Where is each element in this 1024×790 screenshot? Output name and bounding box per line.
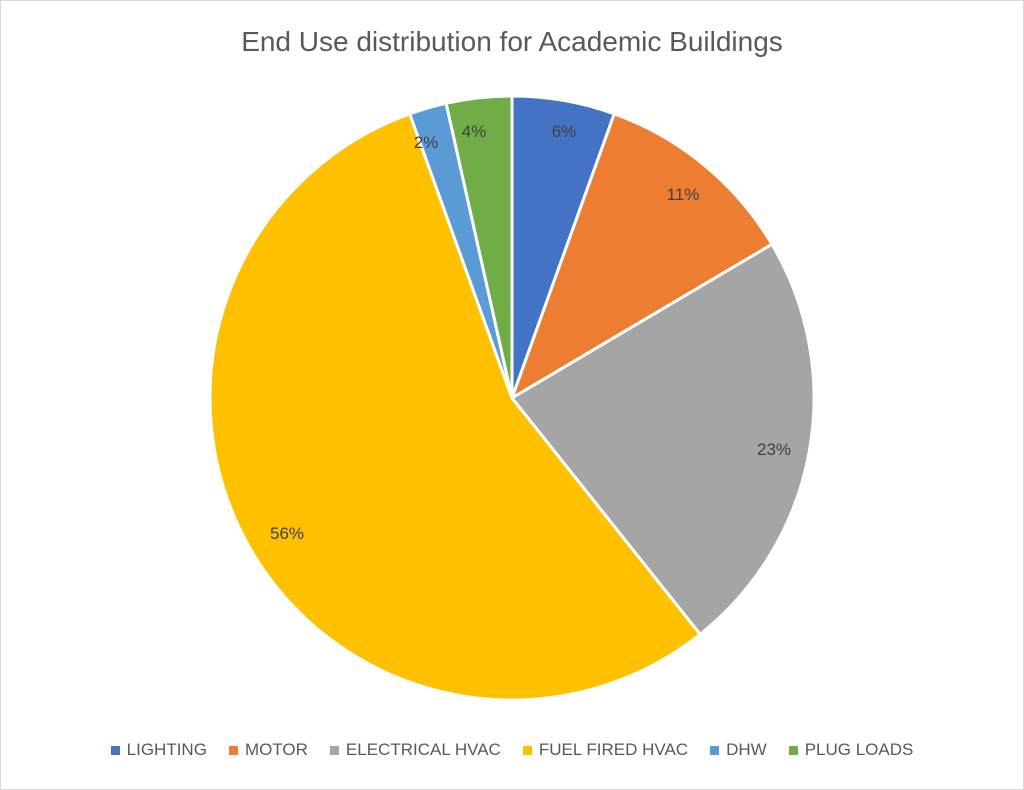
pie-slice-plug-loads: [444, 94, 514, 399]
legend-item: PLUG LOADS: [788, 740, 914, 760]
data-label: 11%: [667, 185, 700, 204]
data-label: 6%: [552, 122, 577, 141]
legend-label: LIGHTING: [126, 740, 207, 759]
legend-item: DHW: [710, 740, 767, 760]
data-label: 4%: [462, 122, 487, 141]
legend-item: FUEL FIRED HVAC: [522, 740, 689, 760]
pie-slice-motor: [509, 111, 774, 402]
data-label: 23%: [757, 440, 791, 459]
chart-legend: LIGHTING MOTOR ELECTRICAL HVAC FUEL FIRED H…: [0, 740, 1024, 760]
legend-item: MOTOR: [228, 740, 308, 760]
legend-swatch-icon: [788, 745, 798, 755]
legend-item: ELECTRICAL HVAC: [329, 740, 501, 760]
legend-item: LIGHTING: [110, 740, 207, 760]
data-label: 56%: [270, 524, 304, 543]
data-label: 2%: [414, 133, 439, 152]
pie-slice-electrical-hvac: [509, 242, 816, 637]
legend-label: FUEL FIRED HVAC: [538, 740, 689, 759]
legend-swatch-icon: [110, 745, 120, 755]
legend-label: MOTOR: [244, 740, 308, 759]
legend-swatch-icon: [522, 745, 532, 755]
legend-label: DHW: [726, 740, 767, 759]
legend-label: ELECTRICAL HVAC: [345, 740, 501, 759]
legend-label: PLUG LOADS: [804, 740, 914, 759]
legend-swatch-icon: [710, 745, 720, 755]
legend-swatch-icon: [228, 745, 238, 755]
chart-title: End Use distribution for Academic Buildi…: [241, 26, 783, 57]
pie-slices: [208, 94, 816, 702]
pie-labels: 6% 11% 23% 56% 2% 4%: [270, 122, 791, 543]
legend-swatch-icon: [329, 745, 339, 755]
pie-slice-fuel-fired-hvac: [208, 111, 703, 702]
